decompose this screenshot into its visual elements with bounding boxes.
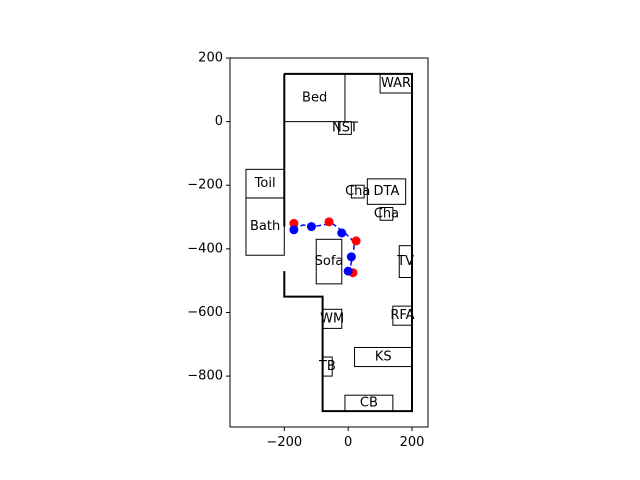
furniture-bed-label: Bed	[302, 90, 327, 105]
y-tick-label: −600	[187, 305, 223, 320]
furniture-rfa-box	[392, 305, 413, 326]
y-tick-label: −200	[187, 178, 223, 193]
furniture-bed-box	[283, 73, 346, 123]
y-tick-label: 0	[215, 114, 223, 129]
furniture-cb-label: CB	[360, 396, 378, 411]
furniture-cha-box	[350, 184, 365, 199]
data-point	[343, 266, 353, 276]
data-point	[346, 252, 356, 262]
points-layer	[289, 217, 361, 278]
furniture-tb-label: TB	[318, 359, 336, 374]
data-point	[289, 225, 299, 235]
data-point	[324, 217, 334, 227]
axes-frame	[229, 57, 429, 428]
furniture-rfa-label: RFA	[390, 308, 414, 323]
furniture-wm-box	[322, 308, 343, 329]
furniture-layer: Bed WAR NST Toil Bath Cha DTA Cha Sofa TV WM RFA KS T…	[245, 73, 415, 412]
x-tick-label: 200	[400, 435, 425, 450]
furniture-cb-box	[344, 394, 394, 412]
furniture-tv-box	[398, 245, 413, 278]
data-point	[337, 228, 347, 238]
furniture-war-label: WAR	[381, 76, 411, 91]
furniture-cha-label: Cha	[374, 206, 399, 221]
y-tick-label: −400	[187, 241, 223, 256]
furniture-dta-box	[366, 178, 407, 205]
furniture-ks-label: KS	[375, 350, 392, 365]
y-tick-label: 200	[198, 51, 223, 66]
furniture-tb-box	[322, 356, 333, 377]
data-point	[351, 236, 361, 246]
data-point	[289, 218, 299, 228]
furniture-cha-label: Cha	[345, 184, 370, 199]
furniture-bath-box	[245, 197, 285, 256]
y-tick-label: −800	[187, 369, 223, 384]
furniture-nst-label: NST	[332, 120, 358, 135]
furniture-dta-label: DTA	[374, 184, 400, 199]
furniture-nst-box	[338, 121, 352, 135]
furniture-tv-label: TV	[396, 254, 414, 269]
ticks-layer: −200 0 200 200 0 −200 −400 −600 −800	[187, 51, 424, 451]
furniture-sofa-box	[315, 238, 343, 285]
furniture-cha-box	[379, 207, 394, 221]
furniture-toil-label: Toil	[254, 176, 276, 191]
furniture-ks-box	[354, 346, 413, 368]
data-point	[306, 222, 316, 232]
furniture-wm-label: WM	[320, 311, 344, 326]
x-tick-label: −200	[266, 435, 302, 450]
furniture-sofa-label: Sofa	[315, 254, 344, 269]
furniture-bath-label: Bath	[250, 219, 280, 234]
furniture-war-box	[379, 73, 413, 94]
x-tick-label: 0	[344, 435, 352, 450]
